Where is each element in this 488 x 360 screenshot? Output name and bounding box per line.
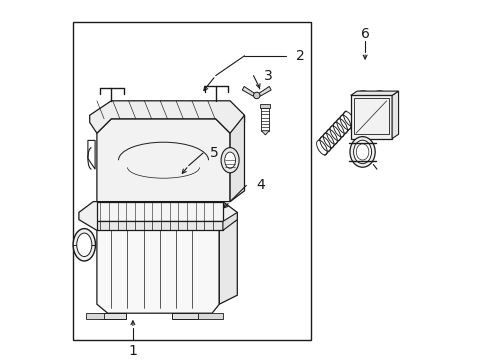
Ellipse shape bbox=[353, 140, 371, 163]
Ellipse shape bbox=[224, 152, 235, 168]
Polygon shape bbox=[79, 202, 237, 230]
Text: 1: 1 bbox=[128, 345, 137, 358]
Polygon shape bbox=[86, 313, 104, 319]
Polygon shape bbox=[261, 131, 269, 135]
Text: 2: 2 bbox=[295, 49, 304, 63]
Polygon shape bbox=[242, 86, 254, 96]
Polygon shape bbox=[350, 91, 398, 95]
Polygon shape bbox=[350, 95, 391, 139]
Bar bbox=[353, 98, 388, 134]
Polygon shape bbox=[89, 101, 244, 133]
Bar bbox=[260, 104, 270, 108]
Polygon shape bbox=[197, 313, 223, 319]
Text: 3: 3 bbox=[263, 69, 272, 82]
Bar bbox=[261, 108, 269, 131]
Ellipse shape bbox=[349, 136, 374, 167]
Ellipse shape bbox=[77, 233, 92, 256]
Bar bbox=[73, 22, 310, 340]
Ellipse shape bbox=[73, 229, 95, 261]
Polygon shape bbox=[97, 221, 219, 313]
Polygon shape bbox=[230, 115, 244, 202]
Ellipse shape bbox=[253, 92, 260, 99]
Polygon shape bbox=[223, 212, 237, 230]
Text: 4: 4 bbox=[256, 179, 264, 192]
Text: 5: 5 bbox=[209, 146, 218, 160]
Polygon shape bbox=[97, 221, 223, 230]
Polygon shape bbox=[258, 86, 270, 96]
Polygon shape bbox=[391, 91, 398, 139]
Polygon shape bbox=[172, 313, 197, 319]
Polygon shape bbox=[219, 220, 237, 304]
Polygon shape bbox=[97, 119, 230, 202]
Text: 6: 6 bbox=[360, 27, 369, 41]
Polygon shape bbox=[97, 202, 223, 221]
Ellipse shape bbox=[221, 148, 239, 173]
Polygon shape bbox=[101, 313, 125, 319]
